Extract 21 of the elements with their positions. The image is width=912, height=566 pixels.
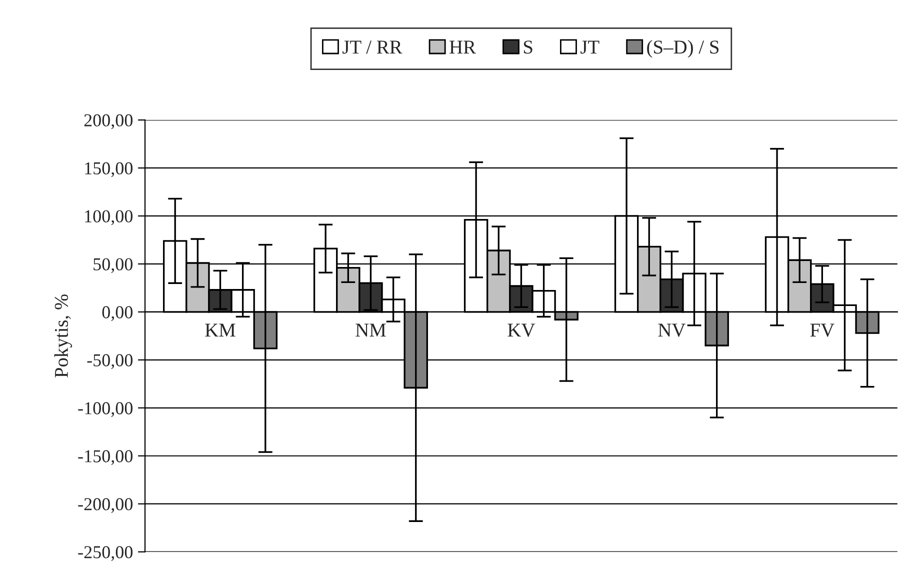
y-tick-label: 150,00 <box>85 162 133 178</box>
y-tick-label: -50,00 <box>87 354 133 369</box>
x-tick-label: NM <box>356 324 386 337</box>
y-tick-label: -100,00 <box>78 402 133 417</box>
legend-label: S <box>524 40 532 54</box>
x-tick-label: FV <box>810 324 834 337</box>
y-axis-title: Pokytis, % <box>54 294 72 378</box>
y-tick-label: -150,00 <box>78 450 133 465</box>
y-tick-label: 0,00 <box>102 306 133 321</box>
y-tick-label: 50,00 <box>94 258 133 273</box>
y-tick-label: -250,00 <box>78 546 133 561</box>
y-tick-label: -200,00 <box>78 498 133 513</box>
legend-label: JT / RR <box>342 40 402 54</box>
legend-label: (S–D) / S <box>647 40 719 58</box>
x-tick-label: KV <box>508 324 536 337</box>
legend-label: HR <box>450 40 476 54</box>
x-tick-label: KM <box>205 324 236 337</box>
x-tick-label: NV <box>658 324 686 337</box>
y-tick-label: 100,00 <box>85 210 133 225</box>
legend-label: JT <box>580 40 600 54</box>
y-tick-label: 200,00 <box>84 114 133 130</box>
